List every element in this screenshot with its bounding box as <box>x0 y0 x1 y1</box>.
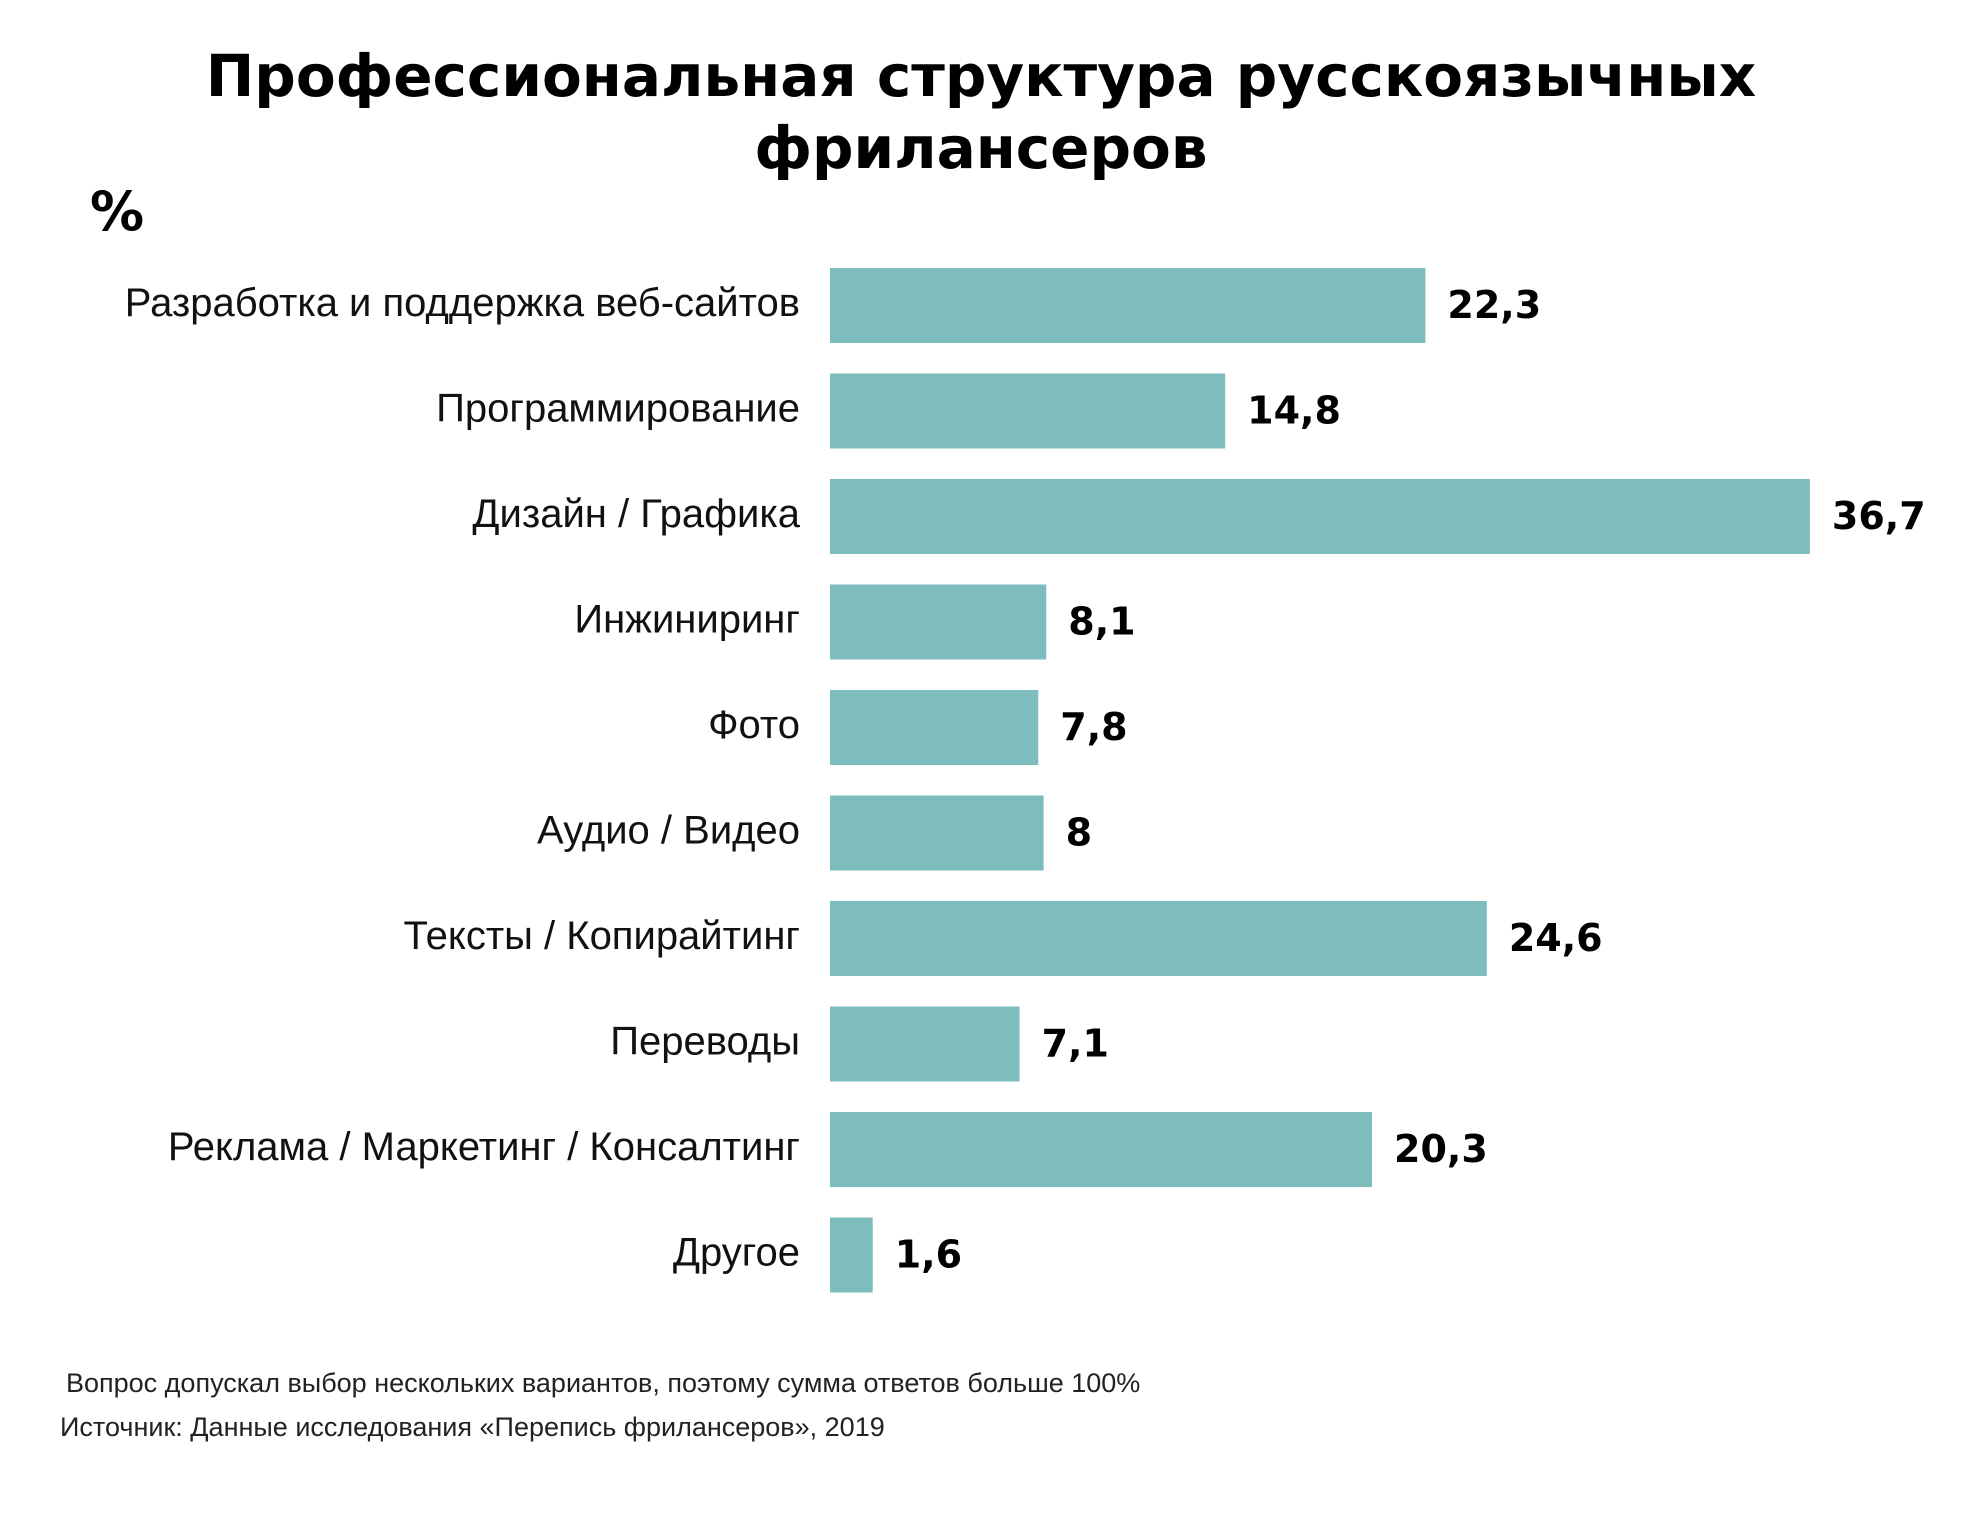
unit-label: % <box>90 180 145 243</box>
category-label-0: Разработка и поддержка веб-сайтов <box>125 281 800 325</box>
value-label-4: 7,8 <box>1060 705 1127 749</box>
value-label-6: 24,6 <box>1509 916 1603 960</box>
category-label-7: Переводы <box>610 1020 800 1064</box>
category-label-8: Реклама / Маркетинг / Консалтинг <box>168 1125 800 1169</box>
bar-9 <box>830 1217 873 1293</box>
value-label-0: 22,3 <box>1447 283 1541 327</box>
value-label-9: 1,6 <box>895 1233 962 1277</box>
footnote-source: Источник: Данные исследования «Перепись … <box>60 1412 885 1442</box>
value-label-3: 8,1 <box>1068 600 1135 644</box>
value-label-1: 14,8 <box>1247 389 1341 433</box>
bar-0 <box>830 268 1426 343</box>
chart-title: Профессиональная структура русскоязычных… <box>205 42 1757 182</box>
category-label-6: Тексты / Копирайтинг <box>403 914 800 958</box>
category-label-5: Аудио / Видео <box>537 809 800 853</box>
bar-5 <box>830 795 1044 871</box>
category-label-1: Программирование <box>436 387 800 431</box>
bar-2 <box>830 479 1810 554</box>
value-label-7: 7,1 <box>1042 1022 1109 1066</box>
category-label-2: Дизайн / Графика <box>472 492 800 536</box>
bar-3 <box>830 584 1047 660</box>
bar-6 <box>830 901 1487 976</box>
footnote-note: Вопрос допускал выбор нескольких вариант… <box>66 1368 1141 1398</box>
category-label-4: Фото <box>708 703 800 747</box>
bar-chart: Разработка и поддержка веб-сайтов 22,3 Про… <box>125 268 1926 1293</box>
category-label-9: Другое <box>673 1231 800 1275</box>
bar-4 <box>830 690 1039 765</box>
category-label-3: Инжиниринг <box>574 598 800 642</box>
bar-1 <box>830 373 1226 449</box>
bar-8 <box>830 1112 1373 1187</box>
value-label-5: 8 <box>1066 811 1092 855</box>
value-label-2: 36,7 <box>1832 494 1926 538</box>
value-label-8: 20,3 <box>1394 1127 1488 1171</box>
bar-7 <box>830 1006 1020 1082</box>
